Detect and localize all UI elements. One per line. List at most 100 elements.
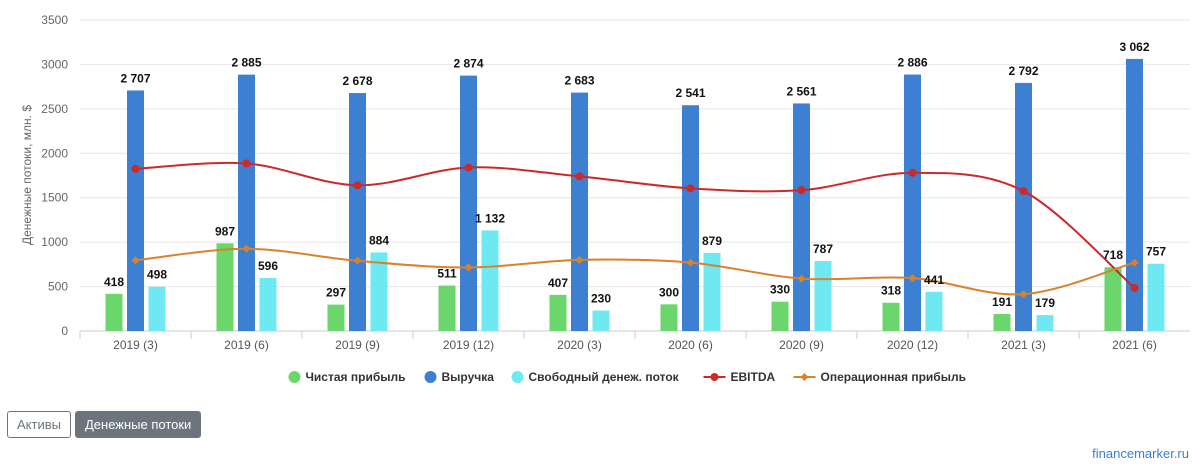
bar-value-label: 596	[258, 259, 278, 273]
y-tick-label: 3500	[41, 13, 68, 27]
tab-assets[interactable]: Активы	[7, 411, 71, 438]
line-point[interactable]	[353, 181, 362, 190]
legend[interactable]: Чистая прибыль Выручка Свободный денеж. по…	[288, 370, 966, 384]
bar[interactable]	[814, 261, 832, 331]
bars	[105, 58, 1165, 332]
bar[interactable]	[993, 314, 1011, 331]
x-tick-label: 2020 (12)	[887, 338, 938, 352]
line-point[interactable]	[1019, 290, 1028, 299]
bar-value-label: 757	[1146, 245, 1166, 259]
bar[interactable]	[703, 252, 721, 331]
bar[interactable]	[1036, 315, 1054, 331]
bar[interactable]	[925, 291, 943, 331]
bar[interactable]	[327, 304, 345, 331]
bar-value-label: 318	[881, 284, 901, 298]
line-point[interactable]	[242, 244, 251, 253]
line-point[interactable]	[464, 163, 473, 172]
bar[interactable]	[238, 74, 255, 331]
bar-value-label: 297	[326, 286, 346, 300]
legend-item[interactable]: Свободный денеж. поток	[511, 370, 680, 384]
bar-labels: 418 987 297 511 407 300 330 318 191 718 2 707 2 885…	[104, 40, 1166, 310]
source-credit[interactable]: financemarker.ru	[1092, 446, 1189, 461]
line-point[interactable]	[686, 258, 695, 267]
bar[interactable]	[1104, 267, 1122, 331]
bar-value-label: 2 561	[786, 84, 816, 98]
y-tick-label: 2000	[41, 146, 68, 160]
line-point[interactable]	[686, 184, 695, 193]
y-tick-label: 1500	[41, 191, 68, 205]
bar-value-label: 330	[770, 283, 790, 297]
line-point[interactable]	[575, 172, 584, 181]
bar[interactable]	[259, 278, 277, 331]
bar[interactable]	[216, 243, 234, 331]
tab-cashflows[interactable]: Денежные потоки	[74, 411, 202, 438]
line-point[interactable]	[797, 274, 806, 283]
line-point[interactable]	[1019, 187, 1028, 196]
bar-value-label: 884	[369, 233, 389, 247]
line-point[interactable]	[908, 274, 917, 283]
bar[interactable]	[438, 285, 456, 331]
line-point[interactable]	[575, 255, 584, 264]
bar[interactable]	[592, 310, 610, 331]
lines	[131, 159, 1139, 299]
legend-item[interactable]: Операционная прибыль	[793, 370, 966, 384]
legend-swatch	[511, 371, 524, 383]
bar[interactable]	[127, 90, 144, 331]
bar[interactable]	[481, 230, 499, 331]
bar[interactable]	[571, 92, 588, 331]
legend-swatch	[424, 371, 437, 383]
legend-swatch-marker	[800, 373, 809, 381]
line-point[interactable]	[353, 256, 362, 265]
bar-value-label: 511	[437, 267, 457, 281]
bar[interactable]	[460, 75, 477, 331]
y-tick-label: 1000	[41, 235, 68, 249]
bar[interactable]	[349, 93, 366, 331]
x-tick-label: 2020 (9)	[779, 338, 824, 352]
bar[interactable]	[793, 103, 810, 331]
line-point[interactable]	[131, 164, 140, 173]
bar-value-label: 230	[591, 292, 611, 306]
bar[interactable]	[370, 252, 388, 331]
y-tick-label: 0	[61, 324, 68, 338]
bar-value-label: 1 132	[475, 211, 505, 225]
line-point[interactable]	[1130, 283, 1139, 292]
bar[interactable]	[771, 301, 789, 331]
bar[interactable]	[105, 293, 123, 331]
bar[interactable]	[904, 74, 921, 331]
line-point[interactable]	[242, 159, 251, 168]
line-point[interactable]	[131, 256, 140, 265]
legend-label: EBITDA	[731, 370, 776, 384]
line-point[interactable]	[908, 168, 917, 177]
line-point[interactable]	[1130, 258, 1139, 267]
x-tick-label: 2020 (3)	[557, 338, 602, 352]
legend-item[interactable]: Выручка	[424, 370, 495, 384]
y-axis-label: Денежные потоки, млн. $	[20, 105, 34, 245]
x-tick-label: 2019 (6)	[224, 338, 269, 352]
series-line	[135, 247, 1135, 296]
bar-value-label: 987	[215, 224, 235, 238]
bar-value-label: 418	[104, 275, 124, 289]
bar-value-label: 179	[1035, 296, 1055, 310]
legend-label: Выручка	[442, 370, 495, 384]
bar[interactable]	[1015, 82, 1032, 331]
x-tick-label: 2021 (6)	[1112, 338, 1157, 352]
line-point[interactable]	[464, 263, 473, 272]
bar[interactable]	[682, 105, 699, 332]
bar[interactable]	[148, 286, 166, 331]
bar[interactable]	[549, 294, 567, 331]
legend-item[interactable]: EBITDA	[703, 370, 776, 384]
bar-value-label: 2 792	[1008, 64, 1038, 78]
bar-value-label: 2 874	[453, 57, 483, 71]
bar-value-label: 441	[924, 273, 944, 287]
line-point[interactable]	[797, 186, 806, 195]
x-tick-label: 2021 (3)	[1001, 338, 1046, 352]
legend-item[interactable]: Чистая прибыль	[288, 370, 406, 384]
bar[interactable]	[882, 302, 900, 331]
bar[interactable]	[660, 304, 678, 331]
x-tick-label: 2019 (9)	[335, 338, 380, 352]
bar[interactable]	[1147, 263, 1165, 331]
bar-value-label: 2 541	[675, 86, 705, 100]
x-tick-label: 2019 (3)	[113, 338, 158, 352]
y-tick-label: 3000	[41, 57, 68, 71]
legend-swatch-marker	[710, 373, 719, 381]
